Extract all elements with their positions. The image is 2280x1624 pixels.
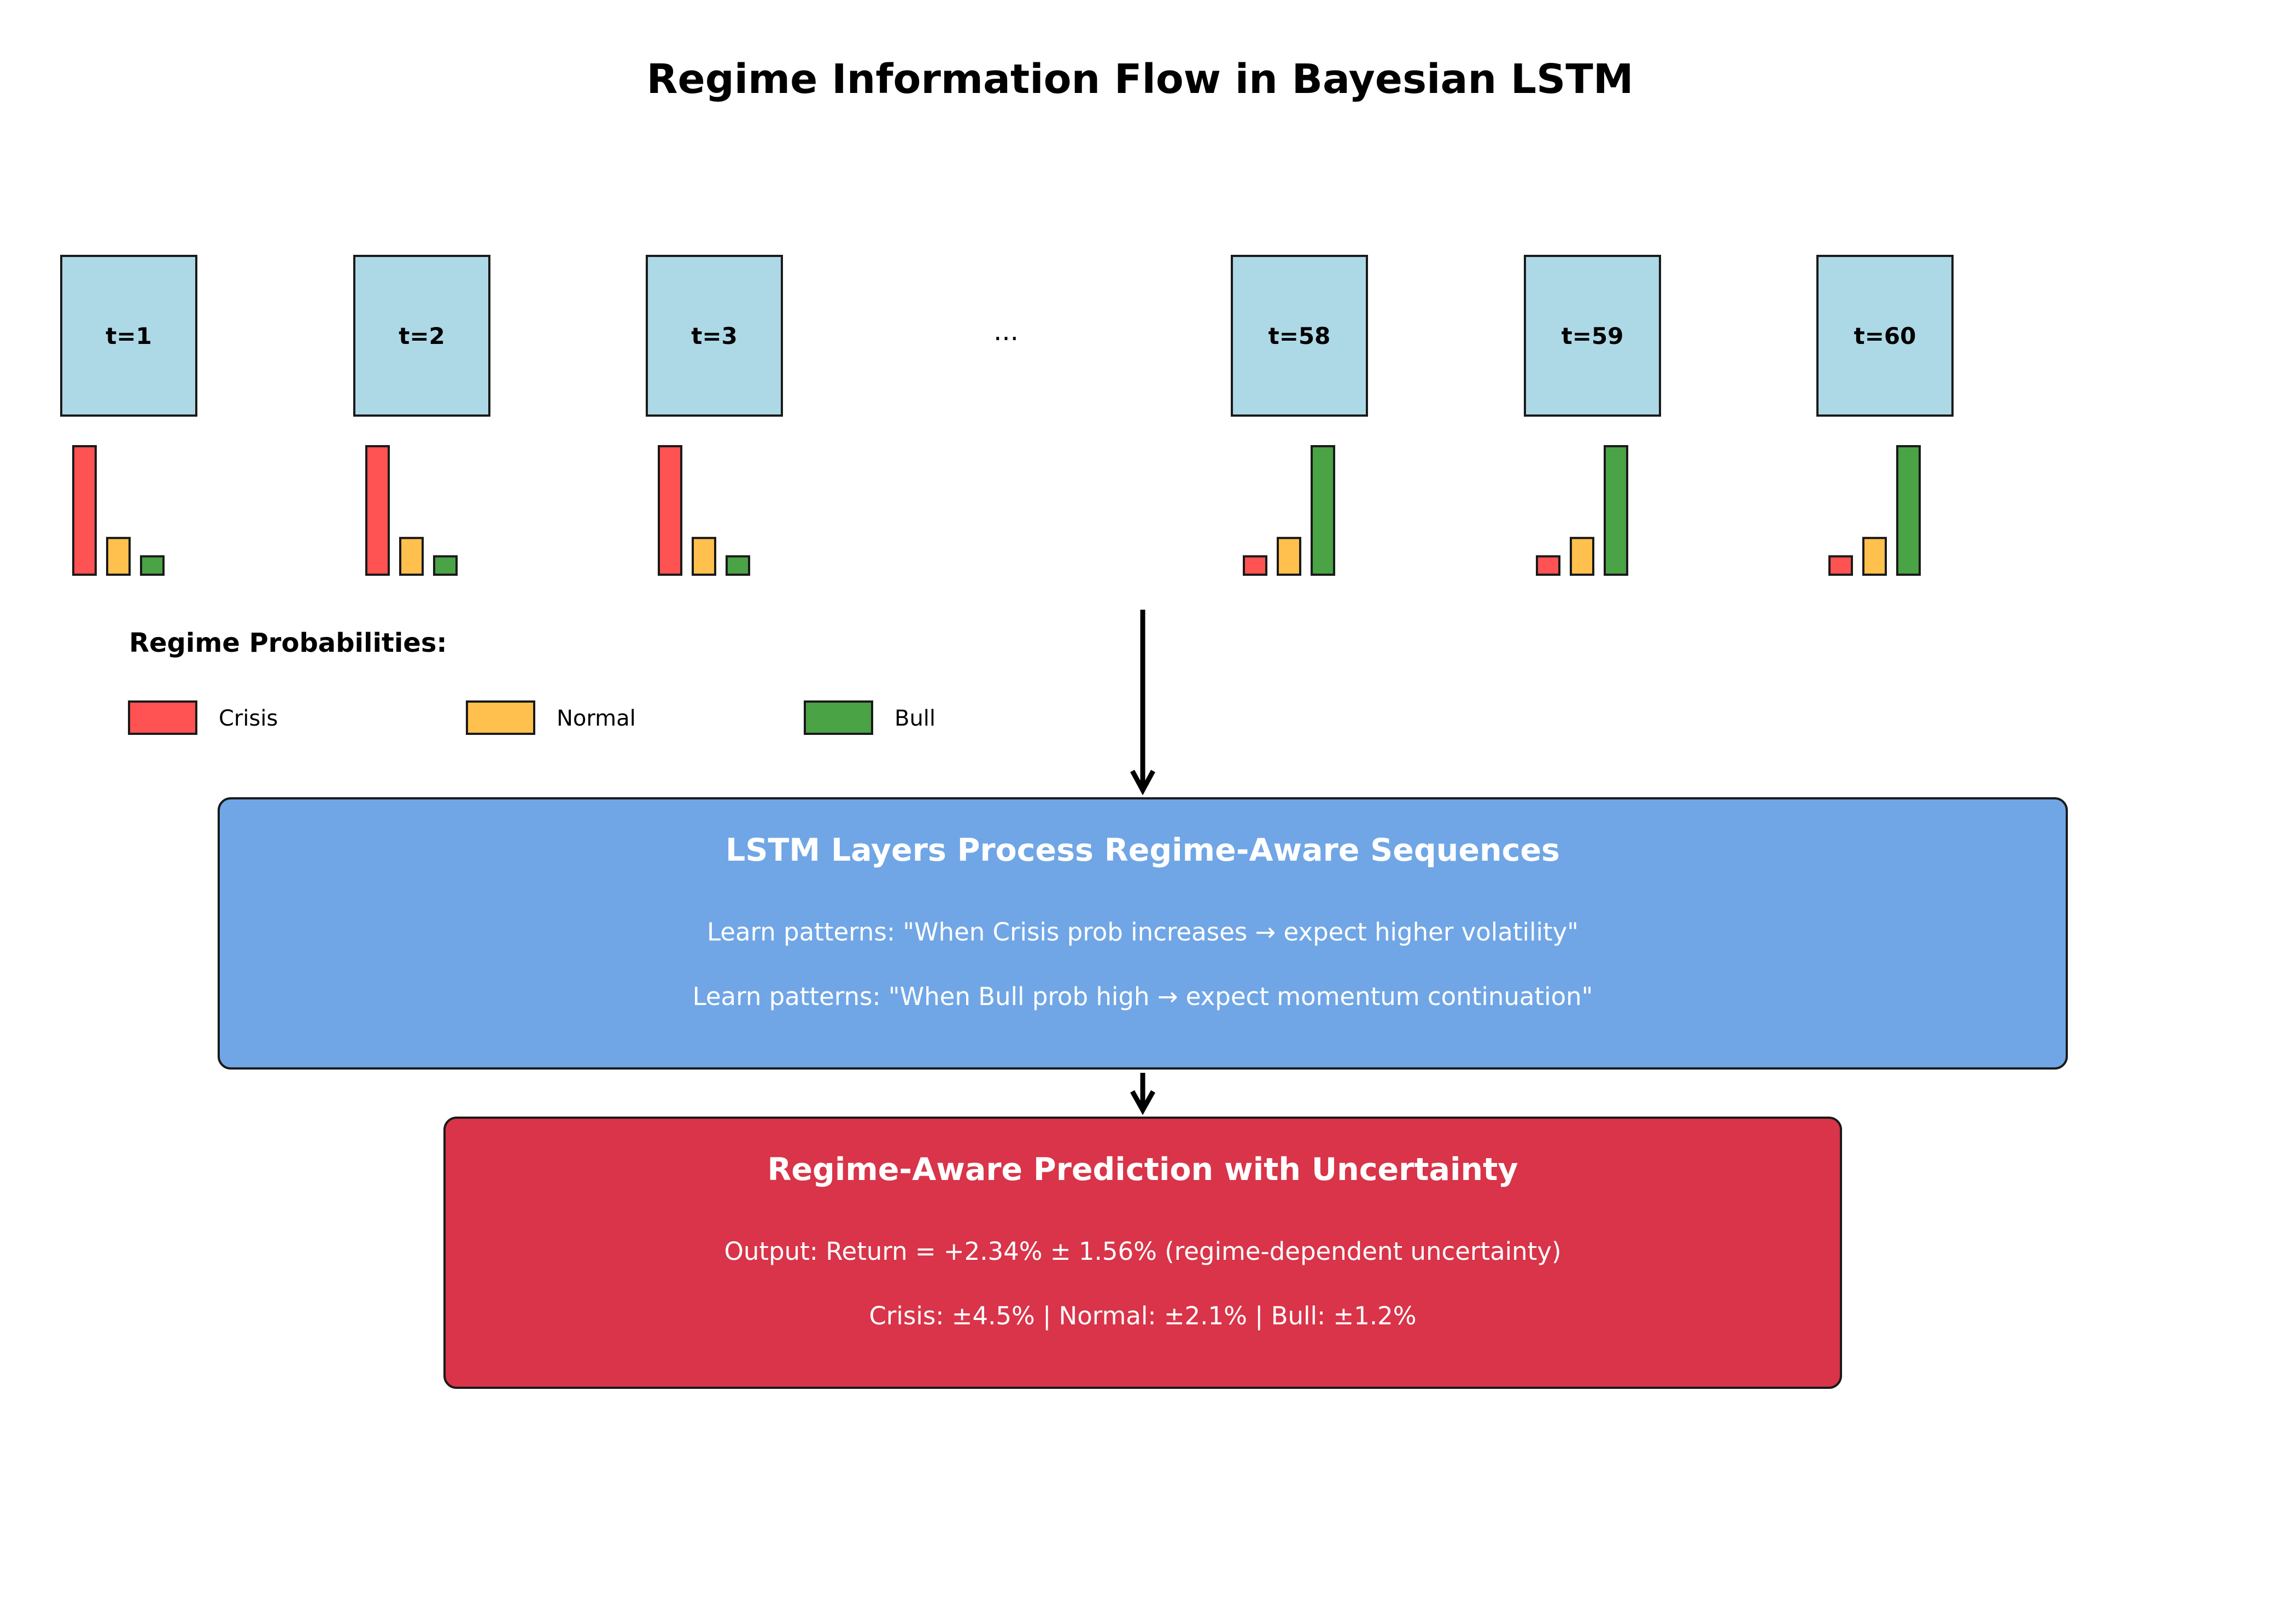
prediction-output-line: Output: Return = +2.34% ± 1.56% (regime-… [724, 1237, 1561, 1266]
lstm-layers-box: LSTM Layers Process Regime-Aware Sequenc… [218, 797, 2068, 1070]
legend-swatch-crisis [128, 700, 197, 735]
prob-bar-bull [1311, 445, 1335, 576]
legend-swatch-bull [804, 700, 873, 735]
timestep-1: t=1 [60, 255, 197, 576]
diagram-title: Regime Information Flow in Bayesian LSTM [647, 56, 1634, 103]
lstm-pattern-line-1: Learn patterns: "When Crisis prob increa… [707, 918, 1579, 947]
timestep-5: t=59 [1524, 255, 1661, 576]
prob-bar-bull [140, 555, 165, 576]
regime-legend: Regime Probabilities: Crisis Normal Bull [128, 628, 936, 735]
prediction-box: Regime-Aware Prediction with Uncertainty… [443, 1117, 1842, 1389]
timestep-label: t=59 [1562, 323, 1624, 349]
timestep-label: t=3 [691, 323, 738, 349]
prob-bar-crisis [72, 445, 97, 576]
timestep-box [646, 255, 783, 417]
timestep-box [353, 255, 490, 417]
timestep-6: t=60 [1816, 255, 1954, 576]
prob-bar-crisis [1828, 555, 1853, 576]
timestep-label: t=1 [106, 323, 152, 349]
prob-bar-crisis [1243, 555, 1267, 576]
legend-label-normal: Normal [557, 706, 636, 731]
flow-arrow-to-lstm [1130, 610, 1155, 796]
prob-bar-bull [1896, 445, 1921, 576]
prob-bar-bull [1604, 445, 1628, 576]
timestep-4: t=58 [1231, 255, 1368, 576]
prob-bar-normal [692, 536, 716, 576]
timestep-3: t=3 [646, 255, 783, 576]
prob-bar-crisis [1536, 555, 1560, 576]
timestep-box [60, 255, 197, 417]
lstm-pattern-line-2: Learn patterns: "When Bull prob high → e… [693, 982, 1593, 1011]
prob-bar-crisis [365, 445, 390, 576]
prob-bar-crisis [658, 445, 682, 576]
prob-bar-normal [399, 536, 424, 576]
prediction-uncertainty-line: Crisis: ±4.5% | Normal: ±2.1% | Bull: ±1… [869, 1301, 1416, 1330]
prob-bar-bull [726, 555, 750, 576]
timestep-box [1816, 255, 1954, 417]
legend-label-bull: Bull [895, 706, 936, 731]
prob-bar-normal [1570, 536, 1594, 576]
prediction-title: Regime-Aware Prediction with Uncertainty [767, 1152, 1518, 1188]
legend-swatch-normal [466, 700, 535, 735]
timestep-row: t=1 t=2 t=3 t=58 t=59 t=60 [60, 255, 1954, 576]
timestep-box [1231, 255, 1368, 417]
timestep-2: t=2 [353, 255, 490, 576]
lstm-title: LSTM Layers Process Regime-Aware Sequenc… [726, 832, 1560, 868]
timestep-label: t=58 [1268, 323, 1331, 349]
legend-label-crisis: Crisis [219, 706, 278, 731]
timestep-label: t=2 [399, 323, 445, 349]
timestep-label: t=60 [1854, 323, 1916, 349]
prob-bar-normal [1277, 536, 1301, 576]
prob-bar-normal [106, 536, 131, 576]
legend-title: Regime Probabilities: [129, 628, 447, 658]
prob-bar-normal [1862, 536, 1887, 576]
timestep-box [1524, 255, 1661, 417]
timestep-ellipsis: ... [993, 316, 1019, 347]
prob-bar-bull [433, 555, 458, 576]
flow-arrow-to-prediction [1130, 1073, 1155, 1115]
